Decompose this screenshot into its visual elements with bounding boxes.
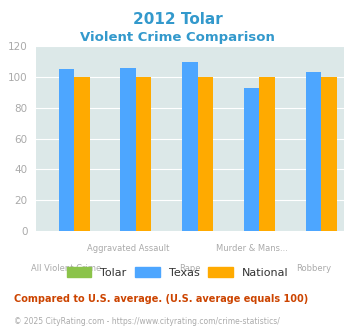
Bar (321, 77, 337, 231)
Text: Compared to U.S. average. (U.S. average equals 100): Compared to U.S. average. (U.S. average … (14, 294, 308, 304)
Text: © 2025 CityRating.com - https://www.cityrating.com/crime-statistics/: © 2025 CityRating.com - https://www.city… (14, 317, 280, 326)
Legend: Tolar, Texas, National: Tolar, Texas, National (62, 263, 293, 282)
Bar (306, 72, 321, 231)
Text: 2012 Tolar: 2012 Tolar (133, 12, 222, 26)
Text: Murder & Mans...: Murder & Mans... (216, 244, 288, 253)
Bar (260, 77, 275, 231)
Text: Rape: Rape (179, 264, 201, 273)
Bar (244, 88, 260, 231)
Bar (120, 68, 136, 231)
Text: Violent Crime Comparison: Violent Crime Comparison (80, 31, 275, 44)
Bar (136, 77, 151, 231)
Bar (59, 69, 74, 231)
Text: All Violent Crime: All Violent Crime (31, 264, 102, 273)
Bar (198, 77, 213, 231)
Text: Aggravated Assault: Aggravated Assault (87, 244, 169, 253)
Bar (74, 77, 89, 231)
Bar (182, 62, 198, 231)
Text: Robbery: Robbery (296, 264, 331, 273)
